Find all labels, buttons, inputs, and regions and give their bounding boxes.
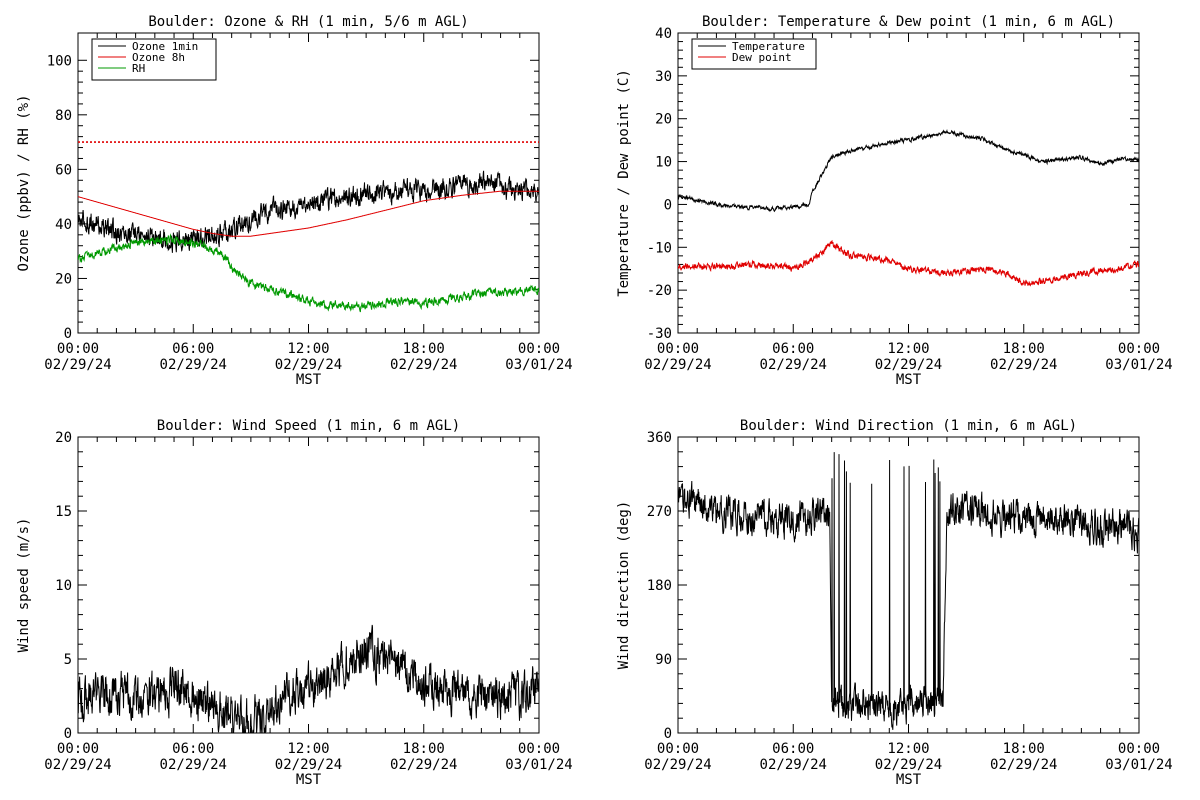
y-tick-label: -10 <box>647 240 672 256</box>
chart-panel-2: Boulder: Temperature & Dew point (1 min,… <box>616 14 1173 388</box>
series-line-2 <box>678 239 1139 287</box>
y-tick-label: 270 <box>647 504 672 520</box>
chart-title: Boulder: Temperature & Dew point (1 min,… <box>702 14 1115 30</box>
x-tick-date-label: 03/01/24 <box>505 357 572 373</box>
x-tick-date-label: 02/29/24 <box>275 357 342 373</box>
legend-label: Ozone 1min <box>132 40 198 53</box>
y-axis-label: Wind speed (m/s) <box>16 518 32 653</box>
chart-title: Boulder: Ozone & RH (1 min, 5/6 m AGL) <box>148 14 468 30</box>
x-tick-time-label: 00:00 <box>657 741 699 757</box>
x-axis-label: MST <box>296 772 322 788</box>
legend-label: Ozone 8h <box>132 51 185 64</box>
y-tick-label: 30 <box>655 69 672 85</box>
x-tick-time-label: 18:00 <box>1003 341 1045 357</box>
x-tick-date-label: 03/01/24 <box>505 757 572 773</box>
x-tick-date-label: 02/29/24 <box>390 357 457 373</box>
y-tick-label: 10 <box>55 578 72 594</box>
y-tick-label: 90 <box>655 652 672 668</box>
x-tick-time-label: 06:00 <box>172 341 214 357</box>
x-axis-label: MST <box>896 772 922 788</box>
chart-title: Boulder: Wind Speed (1 min, 6 m AGL) <box>157 418 460 434</box>
x-tick-time-label: 00:00 <box>518 341 560 357</box>
chart-title: Boulder: Wind Direction (1 min, 6 m AGL) <box>740 418 1077 434</box>
x-tick-date-label: 02/29/24 <box>990 357 1057 373</box>
y-tick-label: -20 <box>647 283 672 299</box>
x-tick-date-label: 02/29/24 <box>760 757 827 773</box>
x-tick-date-label: 03/01/24 <box>1105 757 1172 773</box>
x-tick-date-label: 02/29/24 <box>160 757 227 773</box>
x-axis-label: MST <box>296 372 322 388</box>
x-tick-time-label: 00:00 <box>1118 341 1160 357</box>
y-axis-label: Ozone (ppbv) / RH (%) <box>16 94 32 271</box>
x-tick-date-label: 02/29/24 <box>760 357 827 373</box>
x-tick-time-label: 12:00 <box>287 341 329 357</box>
y-tick-label: 180 <box>647 578 672 594</box>
y-tick-label: 40 <box>55 217 72 233</box>
y-tick-label: 100 <box>47 53 72 69</box>
x-tick-time-label: 18:00 <box>403 741 445 757</box>
plot-frame <box>677 32 1140 334</box>
y-tick-label: 15 <box>55 504 72 520</box>
series-line-2 <box>78 190 539 237</box>
x-tick-date-label: 02/29/24 <box>644 357 711 373</box>
series-line-1 <box>678 129 1139 213</box>
x-tick-time-label: 06:00 <box>772 341 814 357</box>
x-tick-date-label: 03/01/24 <box>1105 357 1172 373</box>
y-tick-label: 60 <box>55 162 72 178</box>
legend-label: Dew point <box>732 51 792 64</box>
y-tick-label: 360 <box>647 430 672 446</box>
y-tick-label: 40 <box>655 26 672 42</box>
x-tick-time-label: 18:00 <box>1003 741 1045 757</box>
y-tick-label: 20 <box>55 271 72 287</box>
y-tick-label: 20 <box>655 112 672 128</box>
x-tick-time-label: 06:00 <box>172 741 214 757</box>
legend-box <box>691 38 817 70</box>
x-tick-time-label: 00:00 <box>57 341 99 357</box>
x-tick-time-label: 00:00 <box>518 741 560 757</box>
x-tick-time-label: 06:00 <box>772 741 814 757</box>
x-tick-time-label: 12:00 <box>287 741 329 757</box>
x-tick-time-label: 18:00 <box>403 341 445 357</box>
x-tick-time-label: 00:00 <box>657 341 699 357</box>
chart-panel-3: Boulder: Wind Speed (1 min, 6 m AGL) 0 5 10… <box>16 418 573 788</box>
chart-panel-4: Boulder: Wind Direction (1 min, 6 m AGL)… <box>616 418 1173 788</box>
x-tick-time-label: 12:00 <box>887 741 929 757</box>
legend-label: Temperature <box>732 40 805 53</box>
y-tick-label: 0 <box>64 326 72 342</box>
y-tick-label: 0 <box>64 726 72 742</box>
y-tick-label: 10 <box>655 155 672 171</box>
x-tick-date-label: 02/29/24 <box>44 757 111 773</box>
legend-label: RH <box>132 62 145 75</box>
x-tick-date-label: 02/29/24 <box>44 357 111 373</box>
x-tick-date-label: 02/29/24 <box>160 357 227 373</box>
series-line-1 <box>678 452 1139 730</box>
chart-panel-1: Boulder: Ozone & RH (1 min, 5/6 m AGL)02… <box>16 14 573 388</box>
y-tick-label: 5 <box>64 652 72 668</box>
x-tick-date-label: 02/29/24 <box>875 357 942 373</box>
x-tick-date-label: 02/29/24 <box>390 757 457 773</box>
y-tick-label: 20 <box>55 430 72 446</box>
y-tick-label: -30 <box>647 326 672 342</box>
x-tick-time-label: 00:00 <box>57 741 99 757</box>
y-axis-label: Temperature / Dew point (C) <box>616 69 632 297</box>
x-tick-date-label: 02/29/24 <box>644 757 711 773</box>
x-axis-label: MST <box>896 372 922 388</box>
series-line-3 <box>78 233 539 313</box>
x-tick-time-label: 12:00 <box>887 341 929 357</box>
series-line-1 <box>78 624 539 733</box>
y-tick-label: 0 <box>664 726 672 742</box>
x-tick-date-label: 02/29/24 <box>990 757 1057 773</box>
y-axis-label: Wind direction (deg) <box>616 501 632 670</box>
y-tick-label: 0 <box>664 197 672 213</box>
x-tick-date-label: 02/29/24 <box>875 757 942 773</box>
x-tick-date-label: 02/29/24 <box>275 757 342 773</box>
x-tick-time-label: 00:00 <box>1118 741 1160 757</box>
y-tick-label: 80 <box>55 108 72 124</box>
